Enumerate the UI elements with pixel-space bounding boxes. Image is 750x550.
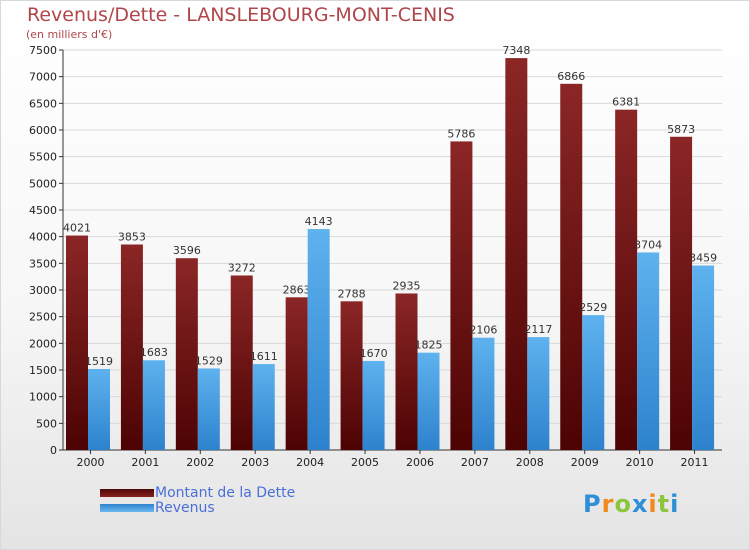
data-label-revenus: 3459 [689,252,717,265]
bar-revenus [88,368,110,450]
data-label-revenus: 1670 [360,347,388,360]
bar-revenus [362,360,385,450]
data-label-revenus: 1529 [195,354,223,367]
logo-letter: i [648,490,658,518]
bar-dette [285,297,308,450]
bar-dette [615,109,638,451]
bar-dette [395,293,418,450]
bar-revenus [637,252,660,450]
y-tick-label: 1000 [29,391,57,404]
data-label-revenus: 2106 [469,324,497,337]
bar-revenus [417,352,440,450]
data-label-revenus: 1683 [140,346,168,359]
legend-label-revenus: Revenus [155,500,215,516]
bar-dette [560,83,583,451]
bar-revenus [197,368,220,450]
data-label-dette: 2788 [338,287,366,300]
x-tick-label: 2006 [406,456,434,469]
y-tick-label: 0 [50,444,57,457]
x-tick-label: 2001 [131,456,159,469]
data-label-dette: 3272 [228,261,256,274]
y-tick-label: 4000 [29,231,57,244]
bar-dette [670,136,693,451]
bar-revenus [142,360,165,450]
bar-revenus [582,315,605,450]
y-tick-label: 2000 [29,337,57,350]
x-tick-label: 2008 [516,456,544,469]
chart-subtitle: (en milliers d'€) [26,28,113,41]
x-tick-label: 2004 [296,456,324,469]
data-label-dette: 3596 [173,244,201,257]
chart-title: Revenus/Dette - LANSLEBOURG-MONT-CENIS [27,4,455,26]
data-label-dette: 2935 [393,279,421,292]
legend-item-revenus: Revenus [100,500,360,516]
data-label-revenus: 2117 [524,323,552,336]
y-tick-label: 3500 [29,257,57,270]
y-tick-label: 6500 [29,97,57,110]
x-tick-label: 2003 [241,456,269,469]
x-tick-label: 2011 [681,456,709,469]
x-tick-label: 2009 [571,456,599,469]
data-label-dette: 4021 [63,222,91,235]
data-label-dette: 6381 [612,96,640,109]
bar-dette [175,258,198,450]
data-label-revenus: 1611 [250,350,278,363]
data-label-revenus: 3704 [634,238,662,251]
y-tick-label: 6000 [29,124,57,137]
legend-swatch-dette [100,489,154,497]
y-tick-label: 5500 [29,151,57,164]
legend: Montant de la Dette Revenus [100,485,360,516]
logo-letter: r [601,490,615,518]
y-tick-label: 3000 [29,284,57,297]
y-tick-label: 2500 [29,311,57,324]
bar-revenus [472,337,495,450]
data-label-revenus: 1825 [415,339,443,352]
x-tick-label: 2000 [76,456,104,469]
bar-revenus [252,364,275,450]
x-tick-label: 2010 [626,456,654,469]
logo-letter: t [657,490,671,518]
y-tick-label: 7000 [29,71,57,84]
y-tick-label: 500 [36,417,57,430]
y-tick-label: 1500 [29,364,57,377]
bar-dette [505,58,528,451]
bar-dette [66,235,88,450]
data-label-revenus: 2529 [579,301,607,314]
logo-letter: x [631,490,649,518]
data-label-revenus: 4143 [305,215,333,228]
proxiti-logo: Proxiti [583,490,679,518]
data-label-revenus: 1519 [85,355,113,368]
x-tick-label: 2002 [186,456,214,469]
bar-revenus [527,337,550,450]
data-label-dette: 7348 [502,44,530,57]
logo-letter: i [670,490,680,518]
data-label-dette: 6866 [557,70,585,83]
y-tick-label: 4500 [29,204,57,217]
bar-dette [450,141,473,450]
bar-dette [340,301,363,450]
data-label-dette: 2863 [283,283,311,296]
bar-revenus [692,265,715,450]
legend-label-dette: Montant de la Dette [155,485,296,501]
data-label-dette: 3853 [118,231,146,244]
bar-dette [120,244,143,450]
legend-swatch-revenus [100,504,154,512]
y-tick-label: 5000 [29,177,57,190]
data-label-dette: 5786 [447,127,475,140]
bar-dette [230,275,253,450]
data-label-dette: 5873 [667,123,695,136]
logo-letter: P [583,490,602,518]
x-tick-label: 2005 [351,456,379,469]
bar-revenus [307,229,330,450]
logo-letter: o [614,490,632,518]
legend-item-dette: Montant de la Dette [100,485,360,501]
y-tick-label: 7500 [29,44,57,57]
x-tick-label: 2007 [461,456,489,469]
